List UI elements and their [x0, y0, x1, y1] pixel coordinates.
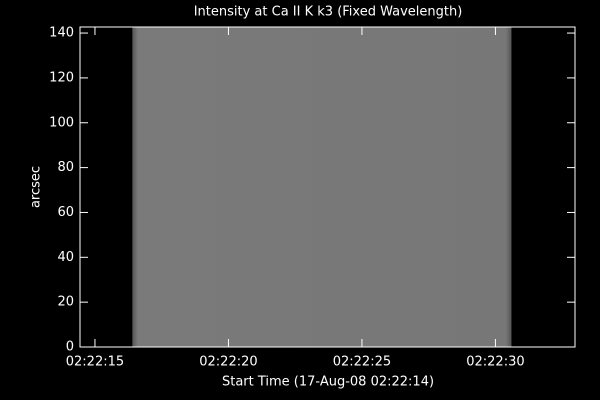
y-tick-label: 80 [57, 160, 74, 175]
x-tick-label: 02:22:25 [333, 355, 391, 370]
x-tick-label: 02:22:30 [466, 355, 524, 370]
y-axis-label: arcsec [29, 166, 44, 208]
x-axis-label: Start Time (17-Aug-08 02:22:14) [222, 375, 434, 390]
x-tick-label: 02:22:20 [199, 355, 257, 370]
chart-title: Intensity at Ca II K k3 (Fixed Wavelengt… [194, 5, 463, 20]
y-tick-label: 0 [66, 340, 74, 355]
y-tick-label: 100 [49, 115, 74, 130]
y-tick-label: 20 [57, 295, 74, 310]
y-tick-label: 120 [49, 70, 74, 85]
plot-frame [79, 26, 576, 348]
x-tick-label: 02:22:15 [66, 355, 124, 370]
y-tick-label: 60 [57, 205, 74, 220]
y-tick-label: 40 [57, 250, 74, 265]
y-tick-label: 140 [49, 26, 74, 41]
image [132, 27, 512, 347]
